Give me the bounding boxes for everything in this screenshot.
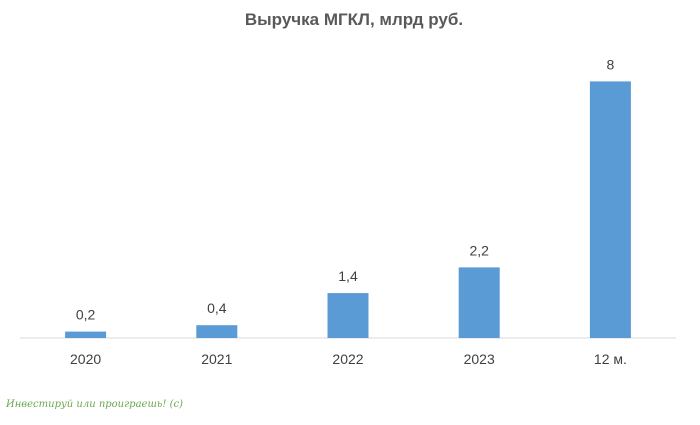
data-label-4: 8 xyxy=(607,56,615,72)
bar-0 xyxy=(65,331,107,338)
bar-3 xyxy=(458,267,500,338)
data-labels-group: 0,2 0,4 1,4 2,2 8 xyxy=(76,56,615,322)
x-tick-labels-group: 2020 2021 2022 2023 12 м. xyxy=(70,351,627,367)
data-label-3: 2,2 xyxy=(469,242,489,258)
x-tick-label-3: 2023 xyxy=(464,351,495,367)
bars-group xyxy=(65,81,631,339)
x-tick-label-4: 12 м. xyxy=(594,351,627,367)
x-tick-label-0: 2020 xyxy=(70,351,101,367)
bar-1 xyxy=(196,325,238,338)
x-tick-label-2: 2022 xyxy=(332,351,363,367)
bar-2 xyxy=(327,293,369,338)
bar-4 xyxy=(589,81,631,339)
watermark-text: Инвестируй или проиграешь! (с) xyxy=(6,399,183,410)
chart-title: Выручка МГКЛ, млрд руб. xyxy=(245,10,463,29)
data-label-1: 0,4 xyxy=(207,300,227,316)
data-label-2: 1,4 xyxy=(338,268,358,284)
data-label-0: 0,2 xyxy=(76,307,96,323)
x-tick-label-1: 2021 xyxy=(201,351,232,367)
